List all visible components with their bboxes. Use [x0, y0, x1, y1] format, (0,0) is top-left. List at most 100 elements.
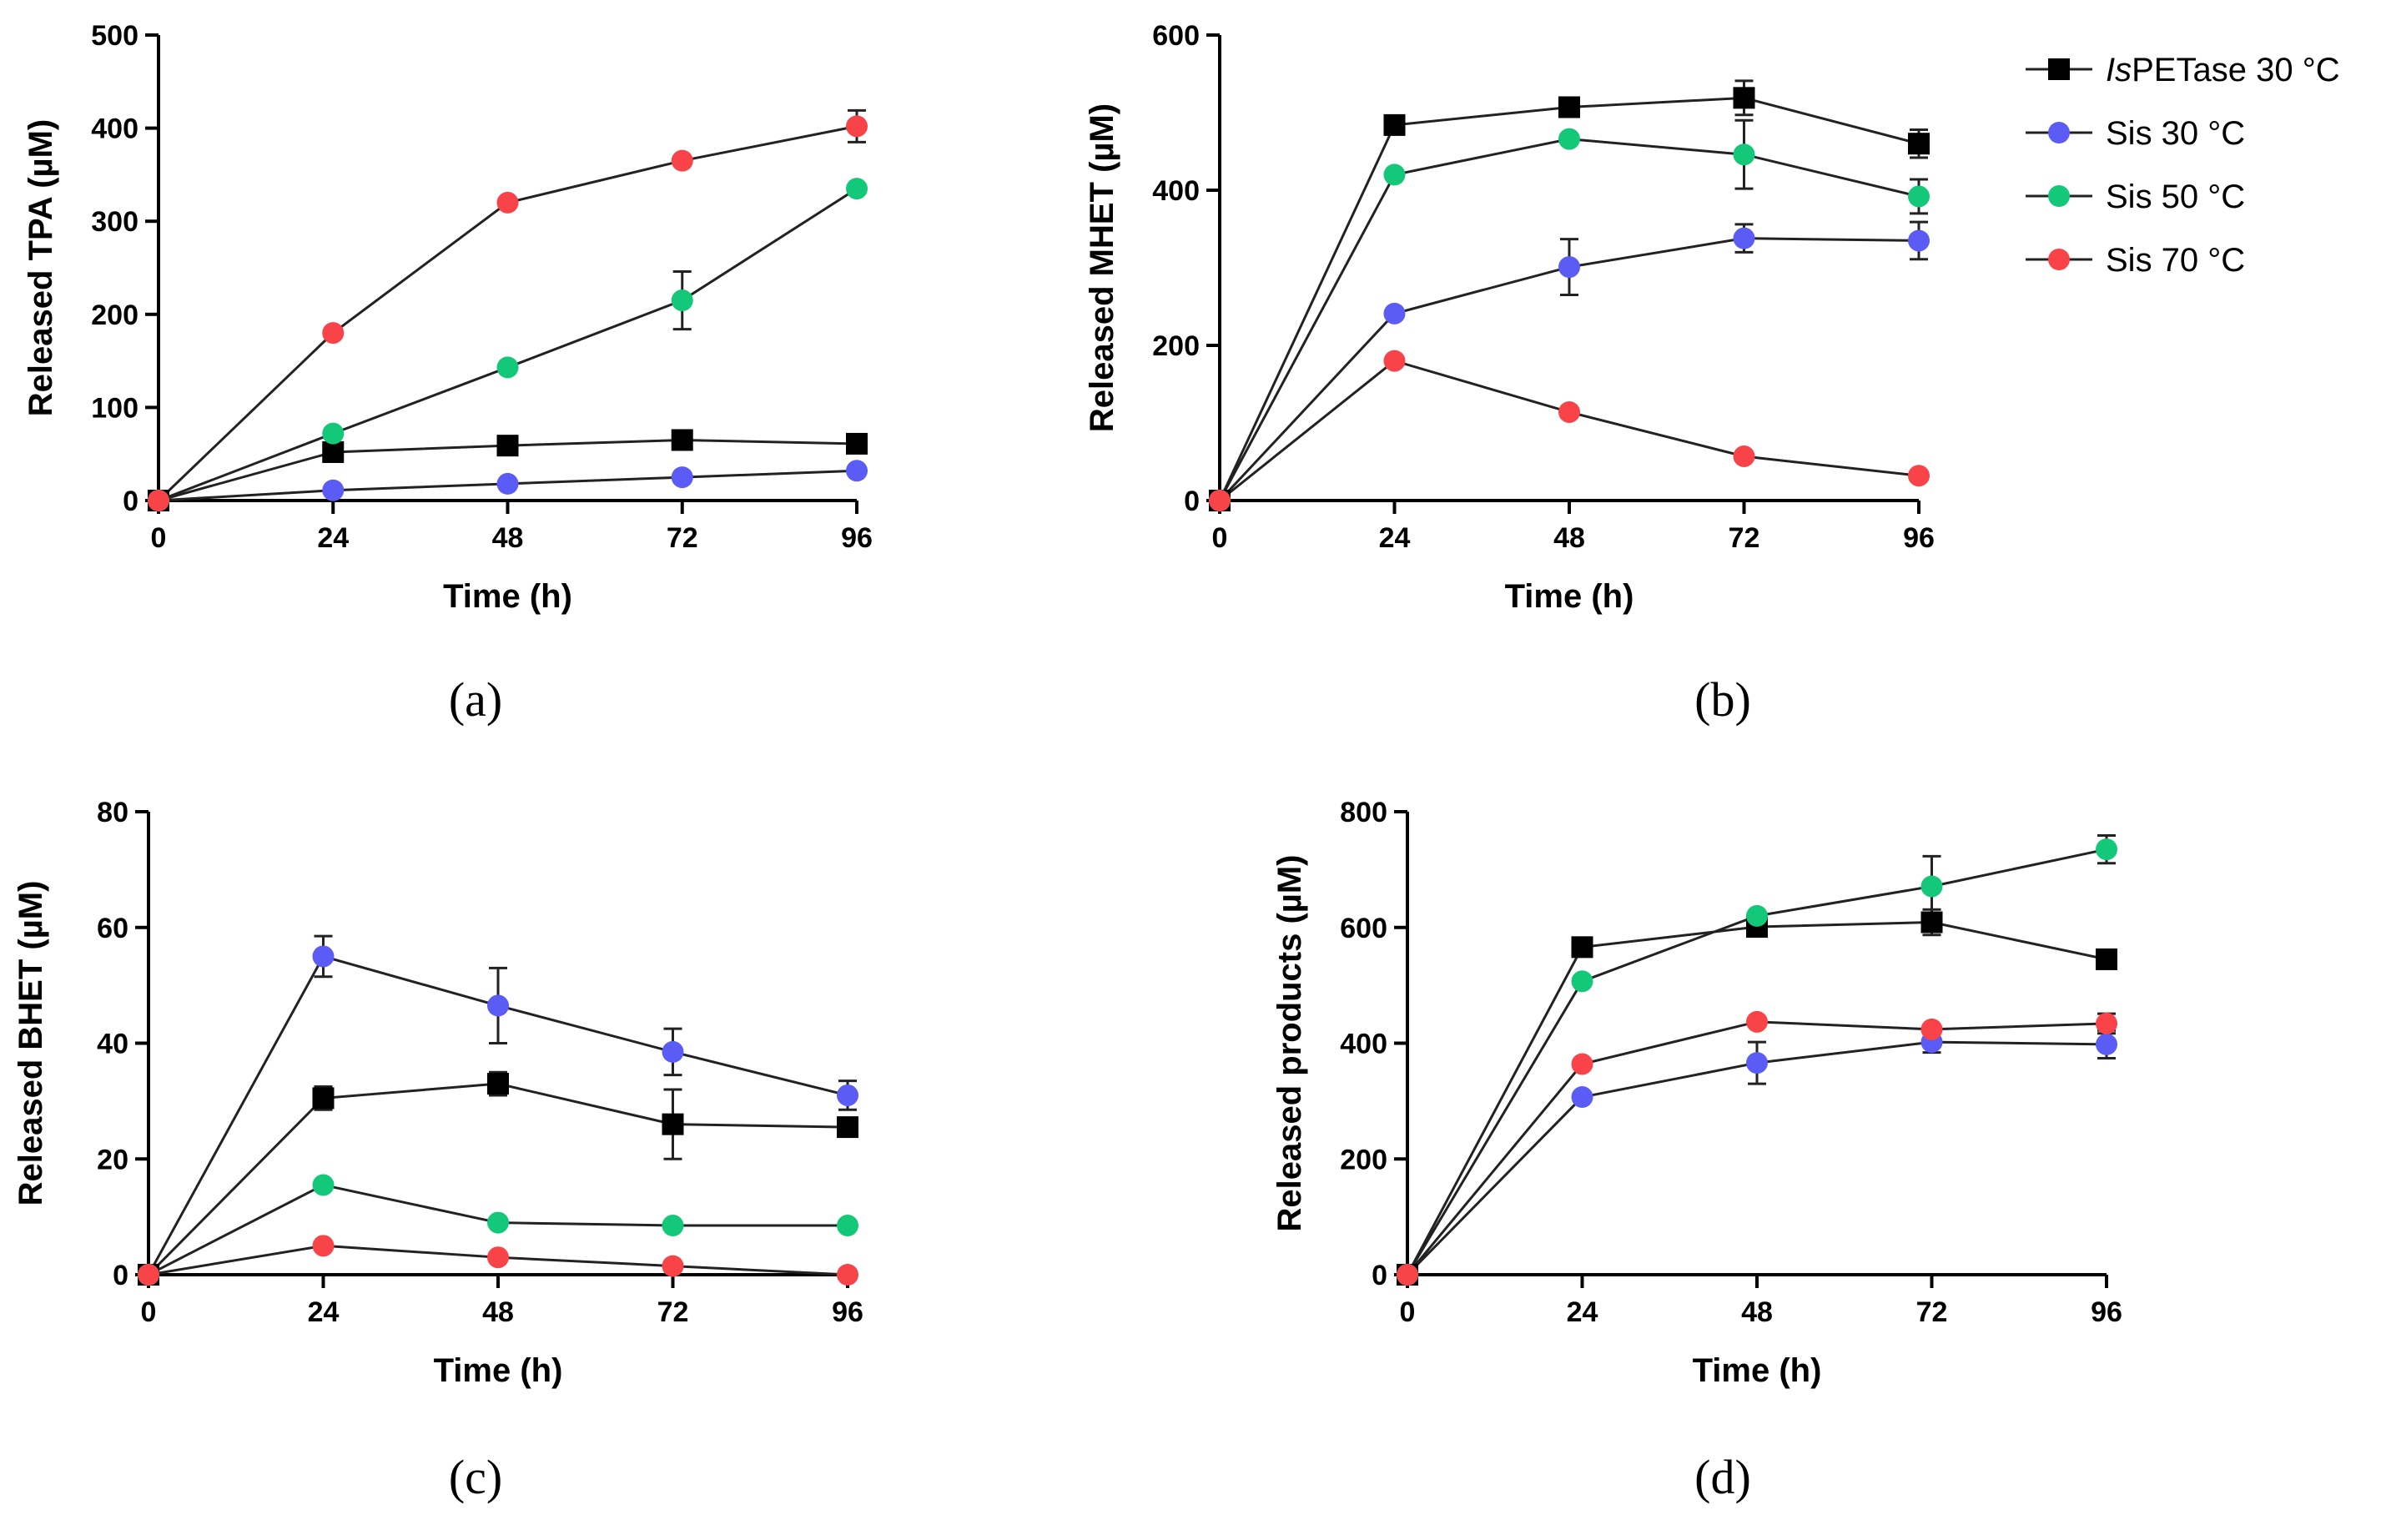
data-point-c-Sis70-0 — [138, 1264, 159, 1286]
x-tick-label-b-48: 48 — [1553, 522, 1585, 554]
x-axis-title-c: Time (h) — [434, 1352, 563, 1389]
data-point-d-Sis70-24 — [1571, 1053, 1593, 1075]
panel-caption-a: (a) — [449, 672, 502, 727]
data-point-a-Sis70-72 — [671, 149, 693, 172]
x-tick-label-c-48: 48 — [482, 1296, 514, 1328]
data-point-b-IsPETase-24 — [1383, 113, 1406, 136]
data-point-b-Sis50-72 — [1733, 143, 1755, 166]
x-tick-label-d-48: 48 — [1741, 1296, 1773, 1328]
data-point-c-Sis50-96 — [837, 1215, 858, 1237]
y-tick-label-c-40: 40 — [97, 1029, 128, 1060]
y-tick-label-c-0: 0 — [113, 1260, 128, 1291]
data-point-d-Sis70-48 — [1746, 1010, 1768, 1033]
legend-marker-sis70 — [2048, 249, 2070, 270]
data-point-a-IsPETase-96 — [846, 432, 868, 455]
x-tick-label-d-96: 96 — [2091, 1296, 2122, 1328]
data-point-d-IsPETase-96 — [2096, 948, 2117, 970]
x-tick-label-c-24: 24 — [308, 1296, 340, 1328]
y-tick-label-b-200: 200 — [1152, 330, 1200, 362]
data-point-d-Sis50-72 — [1920, 875, 1943, 898]
x-tick-label-b-0: 0 — [1212, 522, 1228, 554]
series-line-b-Sis50 — [1218, 138, 1920, 501]
data-point-a-Sis70-48 — [496, 191, 519, 214]
panel-caption-d: (d) — [1694, 1450, 1751, 1504]
panel-d: 0 200 400 600 800 0 24 48 72 96 Time (h) Released p… — [1271, 797, 2122, 1504]
data-point-d-Sis50-48 — [1746, 904, 1768, 927]
data-point-a-IsPETase-48 — [496, 435, 519, 457]
data-point-b-Sis30-72 — [1733, 227, 1755, 249]
y-tick-label-c-20: 20 — [97, 1144, 128, 1175]
y-axis-title-c: Released BHET (µM) — [13, 881, 49, 1206]
y-tick-label-a-300: 300 — [91, 206, 138, 238]
x-tick-label-b-96: 96 — [1903, 522, 1935, 554]
y-tick-label-c-80: 80 — [97, 797, 128, 828]
panel-c: 0 20 40 60 80 0 24 48 72 96 Time (h) Released BHET … — [13, 797, 863, 1504]
data-point-a-Sis30-48 — [496, 472, 519, 495]
data-point-c-Sis50-24 — [312, 1174, 335, 1196]
data-point-b-Sis30-48 — [1558, 256, 1580, 279]
y-tick-label-d-400: 400 — [1340, 1029, 1387, 1060]
data-point-b-Sis50-24 — [1383, 164, 1406, 186]
data-point-b-Sis70-24 — [1383, 350, 1406, 372]
legend-label-sis70: Sis 70 °C — [2106, 242, 2245, 279]
data-point-a-IsPETase-24 — [322, 440, 345, 463]
data-point-c-IsPETase-96 — [837, 1116, 858, 1139]
y-tick-label-d-200: 200 — [1340, 1144, 1387, 1175]
data-point-a-Sis50-24 — [322, 422, 345, 445]
legend-entry-sis50: Sis 50 °C — [2026, 179, 2245, 215]
data-point-b-Sis70-72 — [1733, 445, 1755, 467]
data-point-d-Sis30-24 — [1571, 1086, 1593, 1109]
data-point-d-Sis70-72 — [1920, 1018, 1943, 1040]
legend-entry-ispetase: IsPETase 30 °C — [2026, 52, 2340, 88]
data-point-a-Sis50-72 — [671, 289, 693, 312]
y-tick-label-d-600: 600 — [1340, 913, 1387, 944]
data-point-c-IsPETase-72 — [662, 1113, 684, 1135]
legend-label-sis50: Sis 50 °C — [2106, 179, 2245, 215]
y-axis-title-d: Released products (µM) — [1271, 854, 1308, 1231]
data-point-c-Sis50-48 — [487, 1211, 509, 1234]
data-point-d-Sis30-48 — [1746, 1052, 1768, 1074]
data-point-b-Sis50-96 — [1908, 185, 1930, 208]
data-point-c-Sis70-72 — [662, 1255, 684, 1277]
x-tick-label-a-48: 48 — [492, 522, 524, 554]
data-point-d-Sis30-96 — [2096, 1033, 2117, 1055]
data-point-b-Sis30-96 — [1908, 229, 1930, 252]
data-point-c-IsPETase-48 — [487, 1073, 509, 1095]
y-tick-label-b-0: 0 — [1184, 486, 1200, 517]
data-point-b-Sis70-0 — [1209, 490, 1231, 511]
x-tick-label-a-96: 96 — [841, 522, 873, 554]
data-point-d-Sis70-0 — [1397, 1264, 1418, 1286]
data-point-a-Sis30-96 — [846, 460, 868, 482]
y-tick-label-c-60: 60 — [97, 913, 128, 944]
panel-a: 0 100 200 300 400 500 0 24 48 72 96 Time (h) Release… — [23, 20, 873, 727]
data-point-d-IsPETase-72 — [1920, 911, 1943, 934]
y-axis-title-b: Released MHET (µM) — [1084, 103, 1120, 432]
data-point-c-Sis70-96 — [837, 1264, 858, 1286]
data-point-b-Sis50-48 — [1558, 128, 1580, 150]
legend-marker-ispetase — [2048, 58, 2070, 80]
data-point-c-Sis30-96 — [837, 1084, 858, 1106]
x-axis-title-d: Time (h) — [1693, 1352, 1822, 1389]
x-tick-label-c-96: 96 — [832, 1296, 863, 1328]
y-tick-label-a-400: 400 — [91, 113, 138, 145]
x-axis-title-b: Time (h) — [1505, 578, 1634, 615]
data-point-a-Sis30-24 — [322, 479, 345, 501]
data-point-b-IsPETase-96 — [1908, 133, 1930, 155]
data-point-a-Sis30-72 — [671, 466, 693, 489]
data-point-c-Sis50-72 — [662, 1215, 684, 1237]
x-axis-title-a: Time (h) — [443, 578, 572, 615]
data-point-a-Sis70-24 — [322, 322, 345, 345]
data-point-b-Sis70-48 — [1558, 400, 1580, 423]
legend-label-ispetase: IsPETase 30 °C — [2106, 52, 2340, 88]
x-tick-label-c-72: 72 — [657, 1296, 689, 1328]
panel-caption-b: (b) — [1694, 672, 1751, 727]
data-point-a-Sis70-96 — [846, 115, 868, 138]
data-point-b-IsPETase-48 — [1558, 96, 1580, 118]
x-tick-label-b-24: 24 — [1379, 522, 1411, 554]
series-line-b-Sis70 — [1219, 359, 1920, 502]
data-point-b-Sis30-24 — [1383, 302, 1406, 325]
data-point-d-Sis50-24 — [1571, 970, 1593, 993]
data-point-a-Sis50-96 — [846, 178, 868, 200]
x-tick-label-d-72: 72 — [1916, 1296, 1948, 1328]
x-tick-label-a-0: 0 — [151, 522, 167, 554]
